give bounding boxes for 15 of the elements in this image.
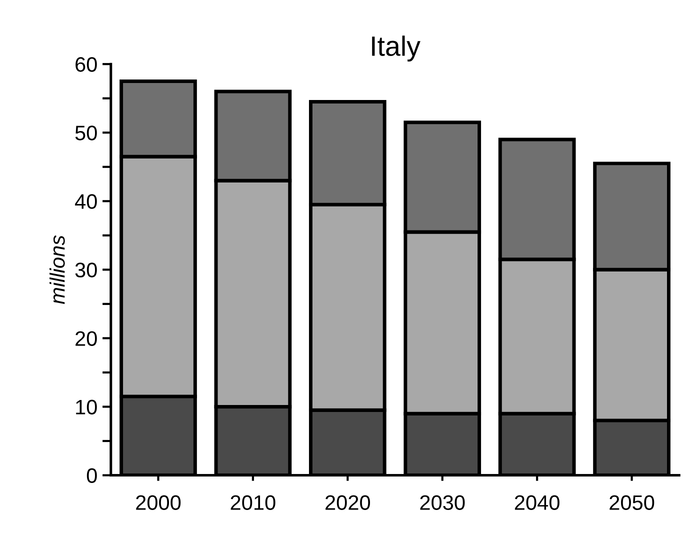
y-tick-label: 30 <box>75 262 97 278</box>
x-tick-label: 2010 <box>230 495 276 510</box>
y-tick-label: 40 <box>74 194 97 209</box>
x-tick-label: 2050 <box>610 495 654 510</box>
x-tick-label: 2020 <box>326 495 370 510</box>
y-tick-label: 0 <box>86 468 97 484</box>
y-axis-title: millions <box>50 235 65 304</box>
chart-title: Italy <box>372 36 420 62</box>
y-tick-label: 20 <box>76 331 97 346</box>
y-tick-label: 60 <box>76 57 97 72</box>
y-tick-label: 10 <box>76 400 97 414</box>
y-tick-label: 50 <box>75 126 97 140</box>
x-tick-label: 2040 <box>514 495 560 510</box>
x-tick-label: 2000 <box>136 495 181 510</box>
x-tick-label: 2030 <box>420 495 465 510</box>
